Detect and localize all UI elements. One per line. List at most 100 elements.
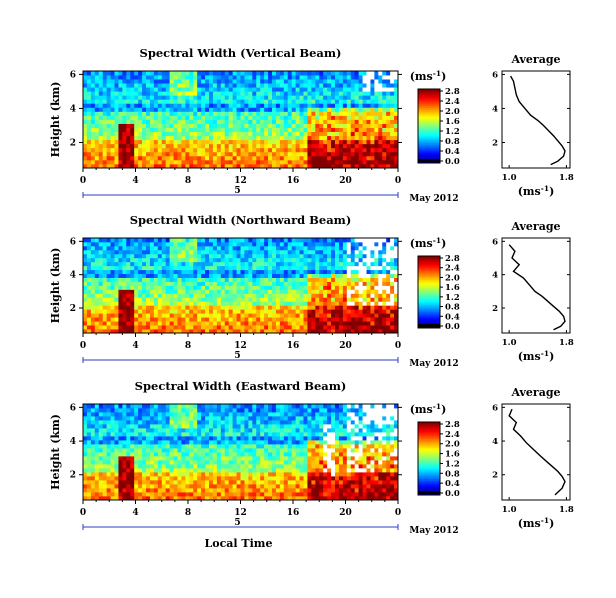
heatmap-cell — [146, 151, 151, 157]
heatmap-cell — [106, 265, 111, 271]
heatmap-cell — [315, 329, 320, 334]
heatmap-cell — [232, 277, 237, 282]
heatmap-cell — [362, 79, 367, 84]
heatmap-cell — [366, 277, 371, 282]
heatmap-cell — [354, 293, 360, 298]
heatmap-cell — [146, 75, 151, 80]
heatmap-cell — [189, 91, 194, 96]
heatmap-cell — [323, 253, 328, 259]
heatmap-cell — [181, 135, 186, 141]
heatmap-cell — [386, 147, 391, 153]
heatmap-cell — [335, 293, 340, 298]
heatmap-cell — [299, 87, 304, 92]
heatmap-cell — [390, 285, 395, 290]
heatmap-cell — [130, 79, 135, 84]
heatmap-cell — [244, 107, 249, 112]
heatmap-cell — [197, 123, 202, 128]
heatmap-cell — [216, 325, 222, 330]
heatmap-cell — [185, 305, 190, 310]
heatmap-cell — [102, 75, 108, 80]
heatmap-cell — [275, 281, 281, 286]
heatmap-cell — [189, 444, 194, 449]
heatmap-cell — [181, 488, 186, 493]
heatmap-cell — [323, 123, 328, 128]
heatmap-cell — [319, 305, 324, 310]
heatmap-cell — [173, 143, 178, 149]
heatmap-cell — [122, 468, 127, 473]
heatmap-cell — [197, 107, 202, 112]
heatmap-cell — [354, 95, 360, 100]
heatmap-cell — [374, 107, 379, 112]
heatmap-cell — [382, 329, 387, 334]
heatmap-cell — [299, 143, 304, 149]
heatmap-cell — [350, 163, 356, 169]
heatmap-cell — [201, 448, 206, 453]
heatmap-cell — [260, 143, 265, 149]
heatmap-cell — [142, 456, 147, 461]
heatmap-cell — [205, 155, 210, 161]
heatmap-cell — [378, 281, 383, 286]
heatmap-cell — [209, 147, 214, 153]
heatmap-cell — [307, 301, 312, 306]
heatmap-cell — [370, 257, 375, 263]
heatmap-cell — [350, 285, 356, 290]
heatmap-cell — [118, 163, 123, 169]
heatmap-cell — [370, 305, 375, 310]
heatmap-cell — [275, 238, 281, 243]
heatmap-cell — [319, 123, 324, 128]
heatmap-cell — [224, 151, 230, 157]
heatmap-cell — [370, 83, 375, 88]
heatmap-cell — [287, 99, 293, 104]
heatmap-cell — [189, 277, 194, 282]
heatmap-cell — [236, 249, 241, 255]
heatmap-cell — [354, 285, 360, 290]
heatmap-cell — [149, 404, 155, 409]
heatmap-cell — [370, 111, 375, 116]
colorbar-segment — [418, 114, 440, 118]
heatmap-cell — [90, 301, 96, 306]
heatmap-cell — [209, 325, 214, 330]
heatmap-cell — [374, 281, 379, 286]
heatmap-cell — [299, 119, 304, 124]
heatmap-cell — [102, 325, 108, 330]
heatmap-cell — [201, 249, 206, 255]
heatmap-cell — [193, 428, 198, 433]
heatmap-cell — [260, 107, 265, 112]
heatmap-cell — [216, 71, 222, 76]
heatmap-cell — [374, 87, 379, 92]
heatmap-cell — [142, 111, 147, 116]
heatmap-cell — [370, 75, 375, 80]
heatmap-cell — [350, 257, 356, 263]
heatmap-cell — [220, 436, 226, 441]
heatmap-cell — [311, 305, 316, 310]
heatmap-cell — [299, 265, 304, 271]
heatmap-cell — [193, 480, 198, 485]
heatmap-cell — [390, 249, 395, 255]
heatmap-cell — [149, 464, 155, 469]
heatmap-cell — [228, 151, 234, 157]
heatmap-cell — [94, 404, 100, 409]
heatmap-cell — [118, 71, 123, 76]
heatmap-cell — [319, 87, 324, 92]
heatmap-cell — [331, 238, 336, 243]
heatmap-cell — [161, 321, 167, 326]
heatmap-cell — [390, 289, 395, 294]
heatmap-cell — [303, 139, 308, 145]
heatmap-cell — [287, 159, 293, 165]
heatmap-cell — [216, 87, 222, 92]
heatmap-cell — [303, 111, 308, 116]
heatmap-cell — [358, 317, 363, 322]
colorbar-segment — [418, 92, 440, 96]
heatmap-cell — [177, 452, 182, 457]
heatmap-cell — [126, 277, 131, 282]
heatmap-cell — [374, 309, 379, 314]
heatmap-cell — [138, 269, 143, 275]
heatmap-cell — [248, 151, 253, 157]
heatmap-cell — [331, 281, 336, 286]
heatmap-cell — [185, 131, 190, 137]
heatmap-cell — [106, 107, 111, 112]
heatmap-cell — [90, 83, 96, 88]
heatmap-cell — [114, 325, 119, 330]
heatmap-cell — [181, 75, 186, 80]
heatmap-cell — [181, 281, 186, 286]
